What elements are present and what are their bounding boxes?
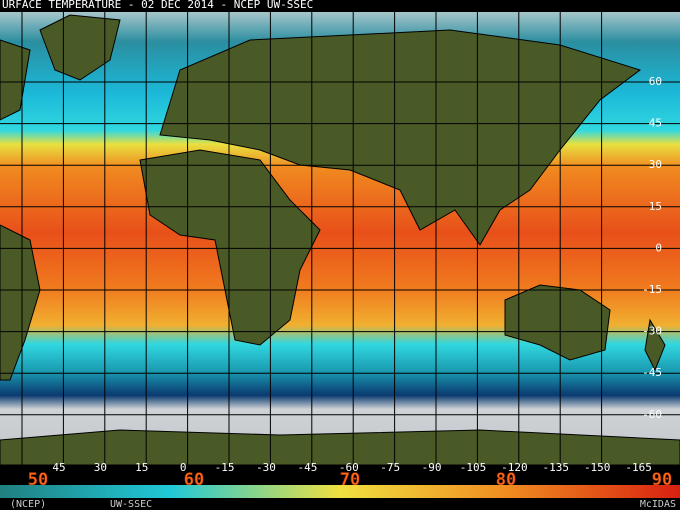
grid: [0, 12, 680, 465]
lat-label: 60: [649, 75, 662, 88]
lon-label: -15: [215, 461, 235, 474]
lat-label: 30: [649, 158, 662, 171]
lon-label: -60: [339, 461, 359, 474]
lon-label: 45: [52, 461, 65, 474]
colorbar: [0, 485, 680, 498]
footer-bar: [0, 498, 680, 510]
lat-label: -60: [642, 408, 662, 421]
lat-label: 0: [655, 241, 662, 254]
lon-label: -90: [422, 461, 442, 474]
lon-label: -30: [256, 461, 276, 474]
lat-label: -15: [642, 283, 662, 296]
lat-label: -45: [642, 366, 662, 379]
lon-label: -75: [380, 461, 400, 474]
lat-label: 15: [649, 200, 662, 213]
footer-left: (NCEP): [10, 499, 46, 510]
lon-label: -105: [460, 461, 487, 474]
footer-right: McIDAS: [640, 499, 676, 510]
lon-label: 0: [180, 461, 187, 474]
lon-label: -150: [584, 461, 611, 474]
lon-label: -45: [297, 461, 317, 474]
title: URFACE TEMPERATURE - 02 DEC 2014 - NCEP …: [2, 0, 313, 11]
land: [0, 14, 680, 466]
lon-label: -120: [501, 461, 528, 474]
title-bar: [0, 0, 680, 12]
lon-label: -165: [625, 461, 652, 474]
lon-label: -135: [543, 461, 570, 474]
footer-center: UW-SSEC: [110, 499, 152, 510]
lon-label: 15: [135, 461, 148, 474]
lat-label: -30: [642, 325, 662, 338]
lon-label: 30: [94, 461, 107, 474]
lat-label: 45: [649, 117, 662, 130]
